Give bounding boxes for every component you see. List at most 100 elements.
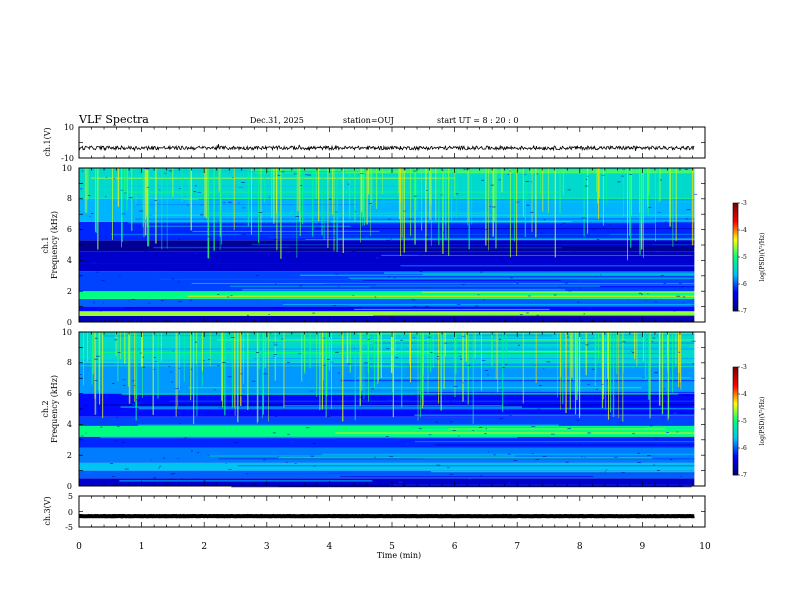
- noise-speckle: [654, 301, 658, 303]
- sferic-streak: [83, 332, 84, 386]
- noise-speckle: [686, 209, 691, 211]
- sferic-streak: [421, 168, 423, 231]
- sferic-streak: [638, 168, 640, 213]
- noise-speckle: [395, 357, 399, 358]
- sferic-streak: [465, 332, 467, 362]
- sferic-streak: [414, 168, 416, 245]
- spectral-line: [356, 377, 691, 379]
- colorbar-segment: [733, 383, 738, 386]
- sferic-streak: [672, 332, 674, 393]
- sferic-streak: [371, 168, 373, 205]
- sferic-streak: [299, 168, 301, 215]
- sferic-streak: [328, 332, 331, 371]
- spectral-line: [140, 417, 479, 419]
- sferic-streak: [97, 168, 99, 250]
- noise-speckle: [459, 355, 462, 357]
- spectral-line: [354, 308, 550, 311]
- noise-speckle: [327, 395, 332, 397]
- colorbar-segment: [733, 209, 738, 212]
- sferic-streak: [117, 168, 119, 207]
- colorbar-segment: [733, 205, 738, 208]
- noise-speckle: [581, 217, 586, 219]
- noise-speckle: [284, 262, 286, 263]
- ch1-spectrogram-ticks: [78, 167, 706, 323]
- sferic-streak: [559, 168, 561, 214]
- sferic-streak: [142, 168, 144, 228]
- spectral-line: [114, 179, 681, 181]
- noise-speckle: [153, 357, 156, 359]
- sferic-streak: [679, 332, 681, 383]
- noise-speckle: [144, 220, 147, 222]
- sferic-streak: [262, 332, 264, 415]
- colorbar-segment: [733, 403, 738, 406]
- sferic-streak: [361, 332, 363, 391]
- spectral-line: [384, 435, 635, 438]
- noise-speckle: [385, 436, 389, 437]
- sferic-streak: [627, 168, 628, 261]
- ch1-freq-tick-6: 6: [67, 225, 72, 234]
- time-tick-0: 0: [76, 542, 82, 552]
- noise-speckle: [594, 380, 597, 382]
- sferic-streak: [126, 168, 128, 211]
- colorbar-segment: [733, 379, 738, 382]
- spectrogram-band: [79, 240, 695, 252]
- colorbar-segment: [733, 285, 738, 288]
- noise-speckle: [234, 442, 238, 444]
- ch1-freq-tick-2: 2: [67, 287, 72, 296]
- sferic-streak: [315, 168, 317, 199]
- noise-speckle: [193, 191, 197, 193]
- spectral-line: [128, 222, 655, 224]
- noise-speckle: [274, 416, 277, 417]
- noise-speckle: [638, 292, 642, 294]
- sferic-streak: [84, 168, 87, 213]
- noise-speckle: [581, 456, 583, 458]
- spectral-line: [120, 191, 559, 193]
- ch1-ylabel: ch.1(V): [43, 127, 52, 156]
- noise-speckle: [472, 429, 474, 431]
- noise-speckle: [538, 385, 542, 386]
- noise-speckle: [567, 189, 571, 191]
- sferic-streak: [627, 168, 629, 192]
- noise-speckle: [308, 309, 310, 311]
- noise-speckle: [159, 465, 162, 467]
- ch1-channel-label: ch.1: [41, 236, 50, 253]
- colorbar-segment: [733, 251, 738, 254]
- noise-speckle: [413, 195, 417, 197]
- noise-speckle: [178, 367, 181, 369]
- colorbar-segment: [733, 413, 738, 416]
- spectral-line: [100, 436, 518, 439]
- noise-speckle: [241, 181, 245, 183]
- spectral-line: [124, 185, 406, 187]
- noise-speckle: [691, 340, 696, 342]
- ch1-colorbar-ticks: [738, 202, 740, 312]
- sferic-streak: [430, 168, 432, 246]
- colorbar-segment: [733, 275, 738, 278]
- noise-speckle: [102, 302, 104, 304]
- spectral-line: [103, 335, 552, 337]
- spectrogram-band: [79, 447, 695, 463]
- colorbar-segment: [733, 417, 738, 420]
- sferic-streak: [322, 332, 324, 381]
- sferic-streak: [160, 332, 162, 362]
- noise-speckle: [269, 333, 272, 334]
- spectral-line: [318, 337, 598, 340]
- colorbar-segment: [733, 441, 738, 444]
- sferic-streak: [327, 168, 329, 249]
- spectral-line: [414, 414, 695, 416]
- sferic-streak: [95, 332, 97, 415]
- ch1-waveform-ticks: [78, 126, 706, 159]
- noise-speckle: [184, 437, 187, 439]
- sferic-streak: [616, 332, 618, 375]
- colorbar-segment: [733, 223, 738, 226]
- noise-speckle: [290, 441, 295, 443]
- colorbar-segment: [733, 231, 738, 234]
- spectral-line: [435, 444, 695, 446]
- noise-speckle: [459, 358, 463, 360]
- sferic-streak: [468, 168, 470, 250]
- noise-speckle: [250, 254, 255, 256]
- sferic-streak: [605, 332, 607, 410]
- spectral-line: [335, 432, 695, 434]
- sferic-streak: [188, 168, 190, 204]
- colorbar-segment: [733, 385, 738, 388]
- noise-speckle: [555, 404, 559, 406]
